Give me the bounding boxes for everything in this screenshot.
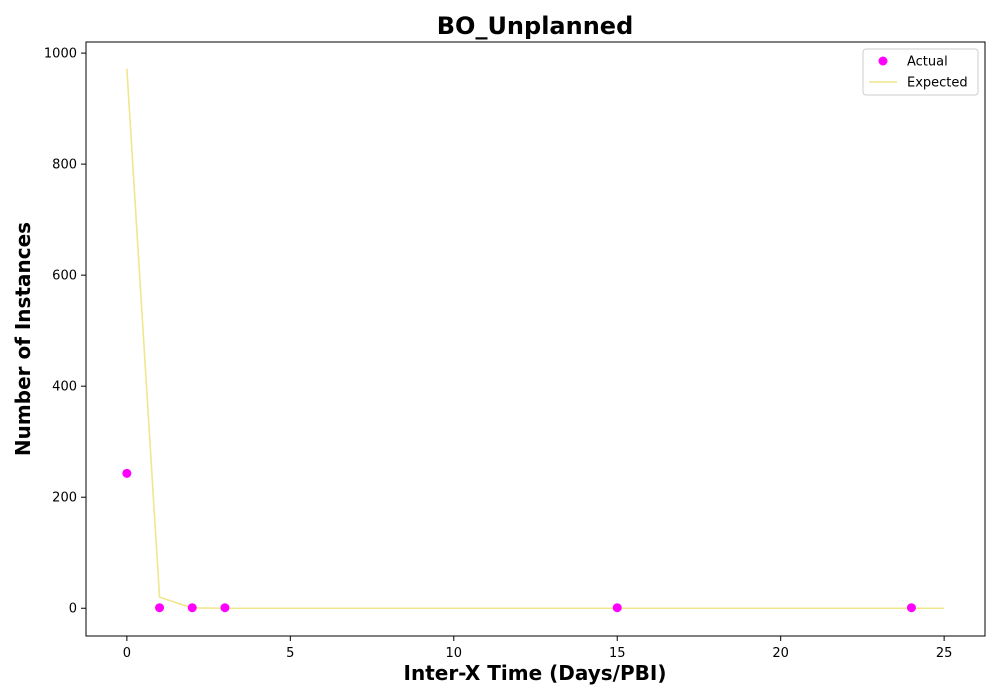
legend-label-actual: Actual: [907, 55, 948, 70]
legend-label-expected: Expected: [907, 76, 968, 91]
data-point-actual-2: [187, 603, 197, 613]
y-tick-label-1000: 1000: [44, 47, 77, 62]
chart-title: BO_Unplanned: [437, 12, 634, 40]
x-tick-label-5: 5: [286, 646, 294, 661]
x-tick-label-10: 10: [445, 646, 462, 661]
x-tick-label-15: 15: [609, 646, 626, 661]
y-tick-label-600: 600: [52, 269, 77, 284]
x-tick-label-20: 20: [772, 646, 789, 661]
series-line-expected: [126, 68, 945, 610]
legend-box: [862, 48, 979, 96]
data-point-actual-0: [122, 468, 132, 478]
legend-marker-actual: [878, 56, 888, 66]
data-point-actual-5: [906, 603, 916, 613]
y-tick-label-400: 400: [52, 380, 77, 395]
x-tick-label-0: 0: [123, 646, 131, 661]
y-tick-label-800: 800: [52, 158, 77, 173]
y-tick-label-0: 0: [69, 602, 77, 617]
data-point-actual-1: [155, 603, 165, 613]
data-point-actual-3: [220, 603, 230, 613]
data-point-actual-4: [612, 603, 622, 613]
legend: Actual Expected: [862, 48, 979, 96]
x-tick-label-25: 25: [936, 646, 953, 661]
plot-frame: [85, 41, 986, 637]
plot-area: 0 5 10 15 20 25 0 200 400 600 800 1000 Actual Expecte…: [44, 41, 986, 661]
x-axis-title: Inter-X Time (Days/PBI): [404, 661, 667, 685]
y-tick-label-200: 200: [52, 491, 77, 506]
y-axis-title: Number of Instances: [11, 222, 35, 456]
